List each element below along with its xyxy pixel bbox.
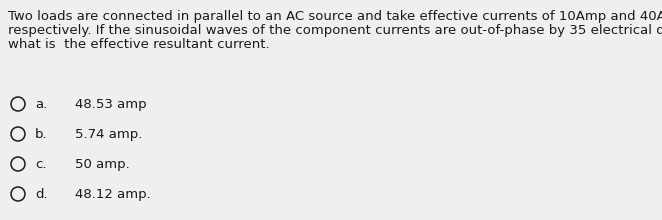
Text: b.: b. [35,128,48,141]
Text: what is  the effective resultant current.: what is the effective resultant current. [8,38,269,51]
Text: 48.53 amp: 48.53 amp [75,98,146,111]
Text: Two loads are connected in parallel to an AC source and take effective currents : Two loads are connected in parallel to a… [8,10,662,23]
Text: respectively. If the sinusoidal waves of the component currents are out-of-phase: respectively. If the sinusoidal waves of… [8,24,662,37]
Text: 5.74 amp.: 5.74 amp. [75,128,142,141]
Text: a.: a. [35,98,47,111]
Text: 48.12 amp.: 48.12 amp. [75,188,151,201]
Text: 50 amp.: 50 amp. [75,158,130,171]
Text: c.: c. [35,158,46,171]
Text: d.: d. [35,188,48,201]
